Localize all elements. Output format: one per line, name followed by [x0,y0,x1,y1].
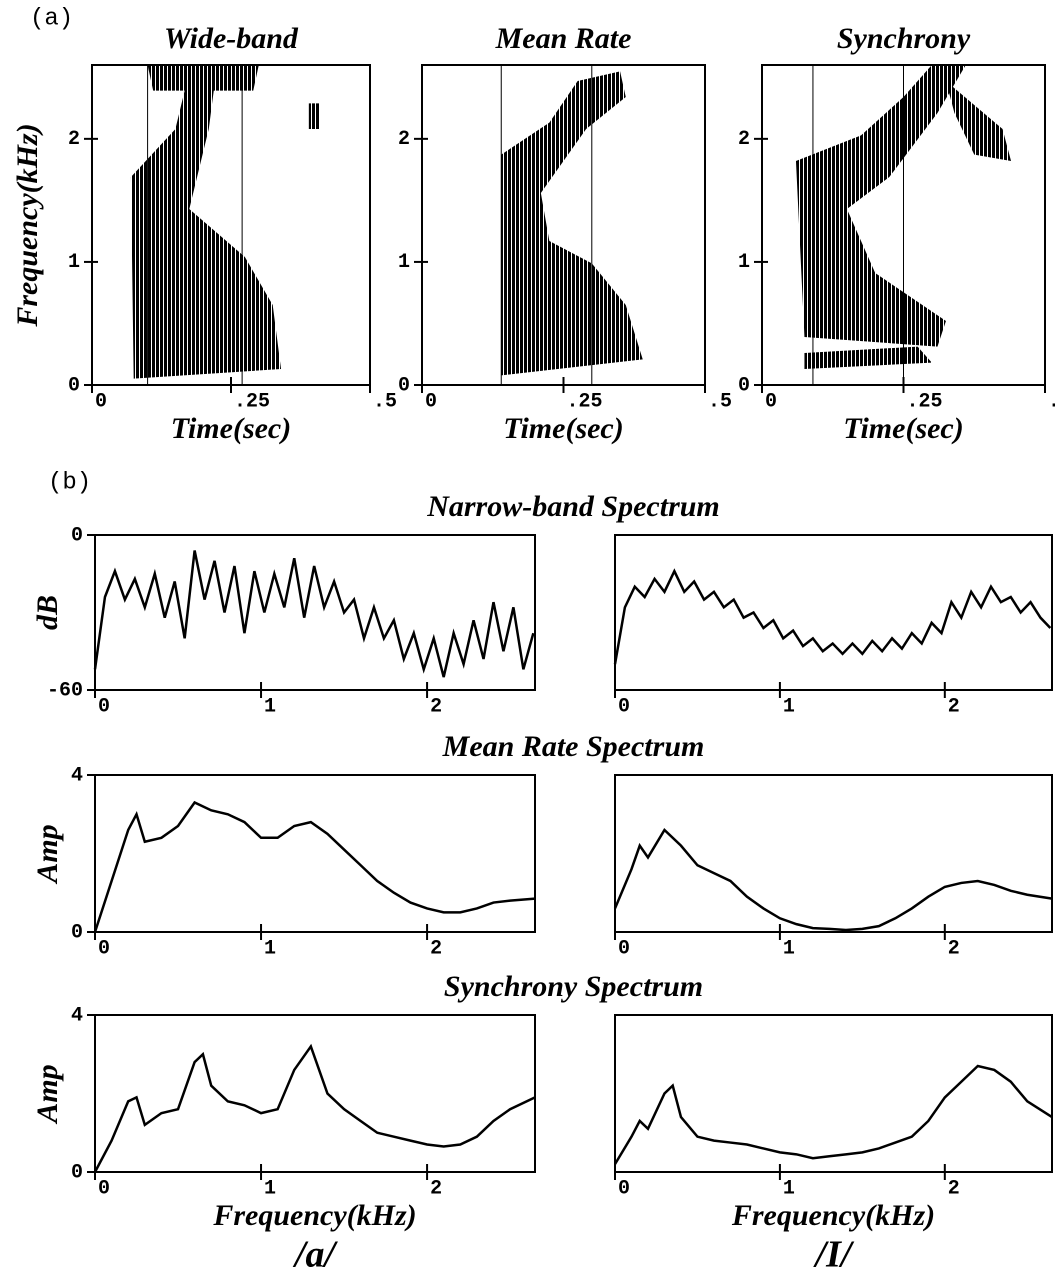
y-tick-label: 2 [68,128,80,151]
x-tick-label: .25 [567,390,603,413]
chart-title: Mean Rate Spectrum [442,730,705,763]
y-tick-label: 0 [398,374,410,397]
x-tick-label: .25 [234,390,270,413]
vowel-label: /I/ [813,1234,855,1276]
x-tick-label: 1 [264,695,276,718]
x-tick-label: .25 [907,390,943,413]
y-axis-label: Amp [31,824,64,884]
spectrogram-region [795,65,966,347]
chart-title: Mean Rate [495,22,632,55]
x-axis-label: Frequency(kHz) [212,1199,416,1232]
y-tick-label: 2 [398,128,410,151]
plot-frame [94,1014,536,1173]
x-tick-label: 0 [618,937,630,960]
spectrum-line [93,550,535,678]
chart-title: Synchrony Spectrum [444,970,703,1003]
x-tick-label: 2 [948,695,960,718]
panel-label: (a) [30,5,73,32]
x-tick-label: 1 [783,695,795,718]
x-tick-label: 1 [264,1177,276,1200]
x-tick-label: 1 [783,937,795,960]
x-axis-label: Time(sec) [843,412,963,445]
y-axis-label: Amp [31,1064,64,1124]
plot-frame [94,534,536,691]
y-tick-label: 2 [738,128,750,151]
x-tick-label: 2 [430,695,442,718]
x-tick-label: 2 [430,937,442,960]
x-axis-label: Time(sec) [171,412,291,445]
chart-title: Narrow-band Spectrum [426,490,720,523]
spectrogram-region [147,65,259,91]
x-axis-label: Frequency(kHz) [731,1199,935,1232]
x-tick-label: 0 [765,390,777,413]
x-tick-label: 0 [618,695,630,718]
x-tick-label: 0 [98,695,110,718]
spectrogram-region [308,103,320,129]
y-tick-label: 0 [68,374,80,397]
x-tick-label: 2 [948,937,960,960]
x-tick-label: 0 [618,1177,630,1200]
panel-label: (b) [48,469,91,496]
spectrogram-region [945,81,1012,161]
x-tick-label: 0 [98,1177,110,1200]
x-tick-label: 1 [783,1177,795,1200]
plot-frame [614,774,1053,933]
y-tick-label: 0 [71,1161,83,1184]
y-tick-label: -60 [47,679,83,702]
y-tick-label: 1 [738,251,750,274]
vowel-label: /a/ [292,1234,339,1276]
spectrogram-region [130,65,282,379]
y-tick-label: 0 [71,524,83,547]
y-tick-label: 1 [398,251,410,274]
x-tick-label: 2 [430,1177,442,1200]
y-tick-label: 1 [68,251,80,274]
chart-title: Wide-band [164,22,299,55]
x-tick-label: 2 [948,1177,960,1200]
y-tick-label: 4 [71,1004,83,1027]
plot-frame [94,774,536,933]
y-tick-label: 4 [71,764,83,787]
spectrum-line [613,827,1053,932]
x-tick-label: .5 [708,390,732,413]
x-tick-label: 1 [264,937,276,960]
y-axis-label: Frequency(kHz) [11,123,44,327]
chart-title: Synchrony [837,22,971,55]
spectrogram-region [501,71,643,376]
spectrum-line [613,1064,1053,1165]
spectrum-line [93,800,536,933]
x-tick-label: 0 [425,390,437,413]
x-tick-label: .5 [1048,390,1055,413]
y-tick-label: 0 [71,921,83,944]
plot-frame [614,1014,1053,1173]
spectrogram-region [804,346,932,369]
x-tick-label: 0 [98,937,110,960]
spectrum-line [613,568,1052,665]
x-axis-label: Time(sec) [503,412,623,445]
y-axis-label: dB [31,595,64,630]
plot-frame [614,534,1053,691]
spectrum-line [93,1043,536,1173]
y-tick-label: 0 [738,374,750,397]
x-tick-label: 0 [95,390,107,413]
x-tick-label: .5 [373,390,397,413]
